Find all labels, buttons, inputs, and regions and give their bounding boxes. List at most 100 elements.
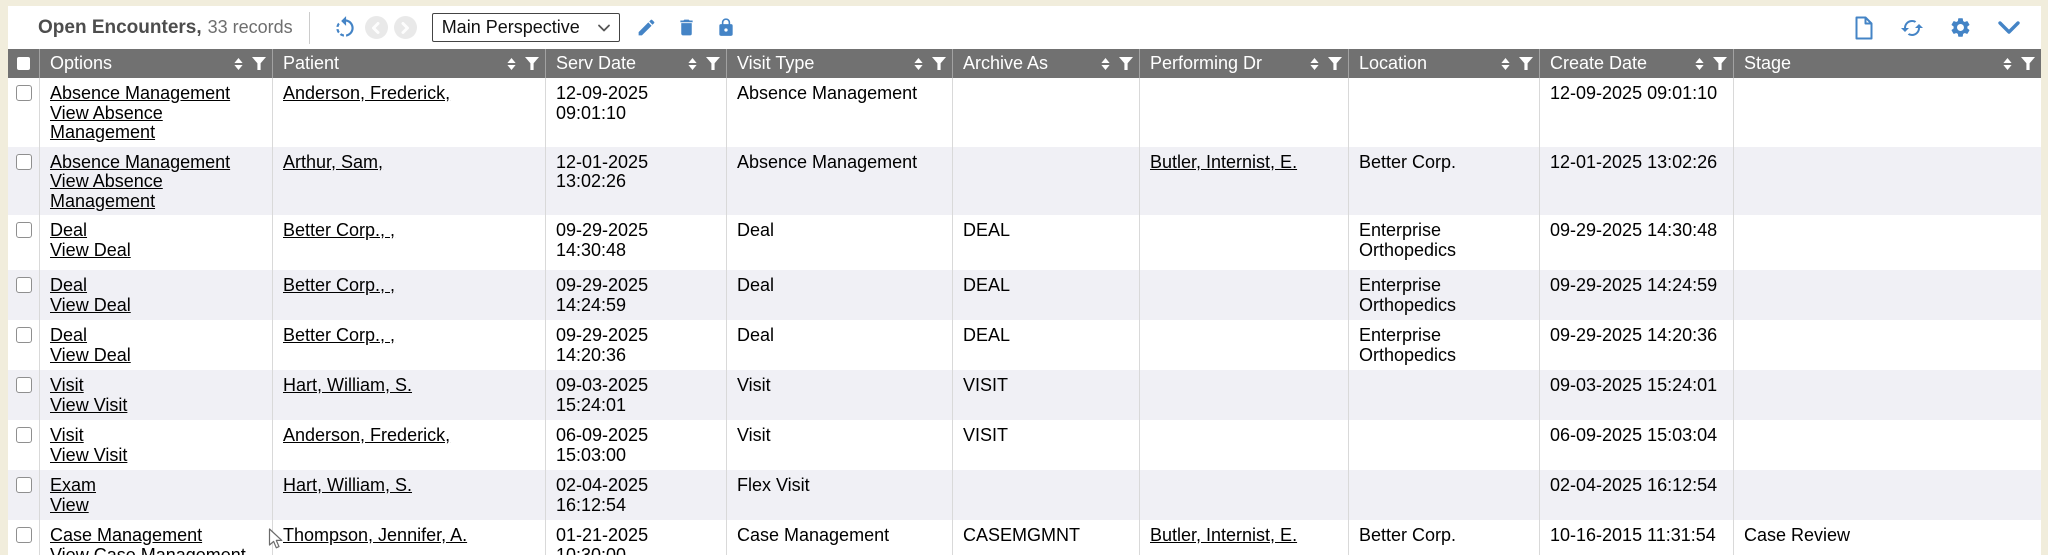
patient-link[interactable]: Hart, William, S. (283, 375, 413, 395)
filter-funnel-icon[interactable] (932, 57, 946, 70)
option-link[interactable]: View Absence Management (50, 102, 163, 142)
cell-serv-date: 06-09-2025 15:03:00 (546, 420, 727, 470)
patient-link[interactable]: Thompson, Jennifer, A. (283, 525, 468, 545)
sort-icon[interactable] (1101, 57, 1110, 70)
filter-funnel-icon[interactable] (1519, 57, 1533, 70)
previous-button[interactable] (364, 16, 388, 39)
cell-patient: Anderson, Frederick, (273, 78, 546, 147)
cell-options: Visit View Visit (40, 420, 273, 470)
filter-funnel-icon[interactable] (252, 57, 266, 70)
column-header-performing-dr[interactable]: Performing Dr (1140, 49, 1349, 78)
edit-perspective-button[interactable] (636, 17, 657, 38)
cell-archive-as: VISIT (953, 370, 1140, 420)
cell-patient: Hart, William, S. (273, 370, 546, 420)
sort-icon[interactable] (507, 57, 516, 70)
option-link[interactable]: View Deal (50, 344, 131, 365)
refresh-button[interactable] (1900, 16, 1924, 40)
row-checkbox[interactable] (15, 327, 32, 343)
filter-funnel-icon[interactable] (1328, 57, 1342, 70)
cell-stage (1734, 270, 2041, 320)
option-link[interactable]: Visit (50, 375, 84, 395)
column-header-patient[interactable]: Patient (273, 49, 546, 78)
column-header-create-date[interactable]: Create Date (1540, 49, 1734, 78)
table-row: Visit View Visit Anderson, Frederick, 06-… (8, 420, 2041, 470)
cell-visit-type: Case Management (727, 520, 953, 555)
column-header-visit-type[interactable]: Visit Type (727, 49, 953, 78)
option-link[interactable]: Absence Management (50, 83, 231, 103)
undo-button[interactable] (332, 15, 358, 41)
row-checkbox[interactable] (15, 153, 32, 170)
option-link[interactable]: Exam (50, 475, 97, 495)
filter-funnel-icon[interactable] (706, 57, 720, 70)
sort-icon[interactable] (914, 57, 923, 70)
cell-visit-type: Deal (727, 215, 953, 270)
new-document-button[interactable] (1853, 16, 1875, 40)
patient-link[interactable]: Better Corp., , (283, 220, 396, 240)
row-checkbox[interactable] (15, 377, 32, 393)
row-checkbox[interactable] (15, 277, 32, 293)
select-all-checkbox[interactable] (17, 57, 30, 70)
table-row: Deal View Deal Better Corp., , 09-29-2025… (8, 270, 2041, 320)
row-checkbox[interactable] (15, 427, 32, 443)
performing-dr-link[interactable]: Butler, Internist, E. (1150, 151, 1298, 172)
main-panel: Open Encounters, 33 records Main Perspec… (8, 6, 2041, 555)
filter-funnel-icon[interactable] (1713, 57, 1727, 70)
row-checkbox[interactable] (15, 477, 32, 493)
option-link[interactable]: View Visit (50, 444, 128, 465)
row-checkbox-cell (8, 320, 40, 370)
sort-icon[interactable] (1310, 57, 1319, 70)
cell-options: Case Management View Case Management (40, 520, 273, 555)
cell-serv-date: 09-29-2025 14:20:36 (546, 320, 727, 370)
sort-icon[interactable] (1501, 57, 1510, 70)
next-button[interactable] (393, 16, 417, 39)
row-checkbox[interactable] (15, 222, 32, 238)
sort-icon[interactable] (2003, 57, 2012, 70)
patient-link[interactable]: Better Corp., , (283, 325, 396, 345)
column-header-options[interactable]: Options (40, 49, 273, 78)
option-link[interactable]: Deal (50, 220, 88, 240)
sort-icon[interactable] (234, 57, 243, 70)
patient-link[interactable]: Arthur, Sam, (283, 151, 384, 172)
option-link[interactable]: Deal (50, 325, 88, 345)
option-link[interactable]: Absence Management (50, 151, 231, 172)
option-link[interactable]: View Visit (50, 394, 128, 415)
cell-stage (1734, 215, 2041, 270)
lock-perspective-button[interactable] (716, 17, 736, 38)
delete-perspective-button[interactable] (676, 17, 697, 38)
option-link[interactable]: Deal (50, 275, 88, 295)
filter-funnel-icon[interactable] (1119, 57, 1133, 70)
row-checkbox[interactable] (15, 527, 32, 543)
column-header-serv-date[interactable]: Serv Date (546, 49, 727, 78)
sort-icon[interactable] (688, 57, 697, 70)
option-link[interactable]: View Case Management (50, 544, 246, 555)
toolbar: Open Encounters, 33 records Main Perspec… (8, 6, 2041, 49)
option-link[interactable]: View (50, 494, 89, 515)
collapse-button[interactable] (1997, 19, 2021, 37)
option-link[interactable]: View Absence Management (50, 171, 163, 211)
performing-dr-link[interactable]: Butler, Internist, E. (1150, 525, 1298, 545)
patient-link[interactable]: Better Corp., , (283, 275, 396, 295)
settings-button[interactable] (1949, 16, 1972, 39)
cell-serv-date: 01-21-2025 10:30:00 (546, 520, 727, 555)
filter-funnel-icon[interactable] (2021, 57, 2035, 70)
filter-funnel-icon[interactable] (525, 57, 539, 70)
patient-link[interactable]: Anderson, Frederick, (283, 425, 451, 445)
row-checkbox[interactable] (15, 85, 32, 101)
cell-visit-type: Absence Management (727, 146, 953, 215)
column-header-archive-as[interactable]: Archive As (953, 49, 1140, 78)
cell-visit-type: Deal (727, 270, 953, 320)
column-header-location[interactable]: Location (1349, 49, 1540, 78)
patient-link[interactable]: Hart, William, S. (283, 475, 413, 495)
cell-performing-dr (1140, 370, 1349, 420)
column-header-stage[interactable]: Stage (1734, 49, 2041, 78)
cell-archive-as: DEAL (953, 215, 1140, 270)
cell-archive-as: VISIT (953, 420, 1140, 470)
option-link[interactable]: View Deal (50, 239, 131, 260)
cell-performing-dr (1140, 215, 1349, 270)
sort-icon[interactable] (1695, 57, 1704, 70)
option-link[interactable]: Case Management (50, 525, 203, 545)
option-link[interactable]: View Deal (50, 294, 131, 315)
patient-link[interactable]: Anderson, Frederick, (283, 83, 451, 103)
perspective-select[interactable]: Main Perspective (431, 13, 620, 42)
option-link[interactable]: Visit (50, 425, 84, 445)
